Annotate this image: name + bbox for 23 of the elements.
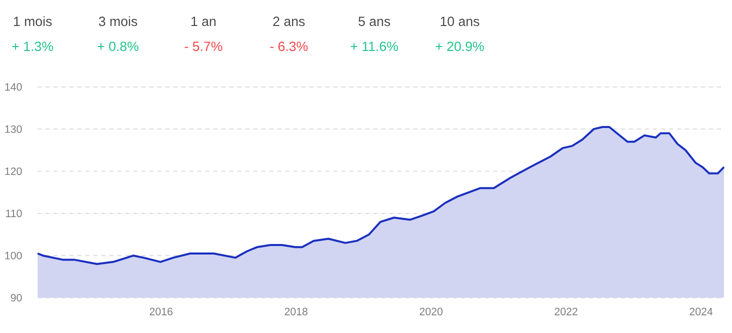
text: 2 ans bbox=[273, 16, 305, 26]
x-tick-label: 2018 bbox=[284, 308, 308, 316]
x-tick-label: 2020 bbox=[420, 308, 443, 316]
x-tick-label: 2022 bbox=[554, 308, 578, 316]
x-tick-label: 2016 bbox=[150, 308, 172, 316]
y-tick-label: 120 bbox=[5, 168, 22, 176]
y-tick-label: 110 bbox=[6, 210, 22, 218]
y-tick-label: 100 bbox=[5, 252, 22, 260]
text: 3 mois bbox=[98, 16, 138, 26]
text: + 11.6% bbox=[350, 42, 398, 52]
x-tick-label: 2024 bbox=[690, 308, 713, 316]
text: 10 ans bbox=[440, 16, 480, 26]
text: 1 an bbox=[192, 16, 216, 26]
text: 1 mois bbox=[14, 16, 52, 26]
text: - 6.3% bbox=[270, 42, 308, 52]
y-tick-label: 140 bbox=[5, 83, 22, 91]
text: - 5.7% bbox=[184, 42, 222, 52]
text: + 20.9% bbox=[436, 42, 484, 52]
y-tick-label: 130 bbox=[5, 125, 22, 134]
y-tick-label: 90 bbox=[10, 294, 22, 302]
text: + 0.8% bbox=[98, 42, 138, 52]
text: + 1.3% bbox=[12, 42, 54, 52]
text: 5 ans bbox=[358, 16, 390, 26]
